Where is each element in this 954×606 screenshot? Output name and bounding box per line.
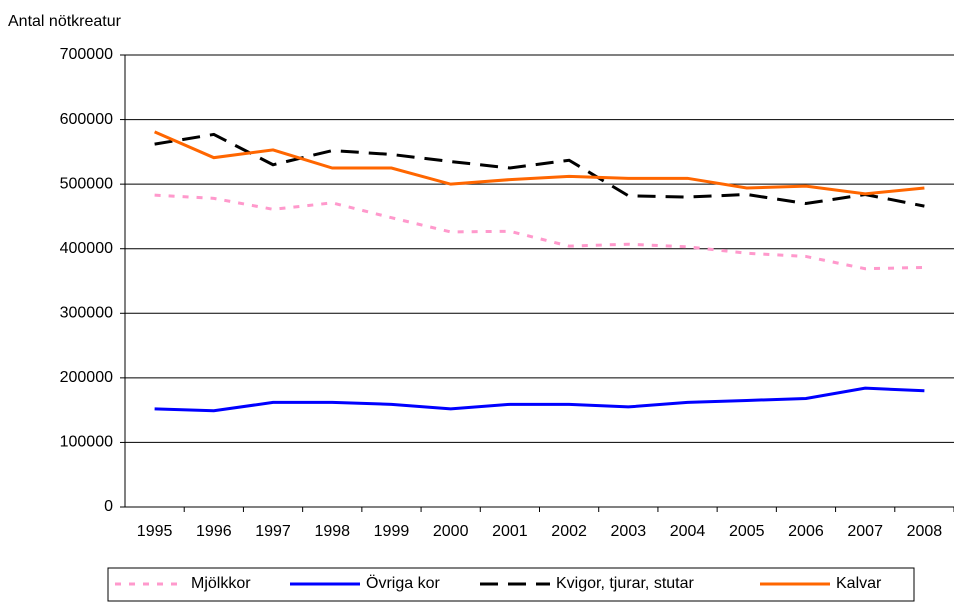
y-tick-label: 500000 <box>60 175 113 192</box>
x-tick-label: 2007 <box>847 523 883 540</box>
legend-label: Kvigor, tjurar, stutar <box>556 575 695 592</box>
y-tick-label: 0 <box>104 498 113 515</box>
x-tick-label: 2000 <box>433 523 469 540</box>
x-tick-label: 2004 <box>670 523 706 540</box>
x-tick-label: 1999 <box>374 523 410 540</box>
legend-label: Övriga kor <box>366 574 440 592</box>
series-line <box>154 193 925 271</box>
x-tick-label: 2003 <box>611 523 647 540</box>
x-tick-label: 2001 <box>492 523 528 540</box>
y-tick-label: 200000 <box>60 369 113 386</box>
x-tick-label: 2006 <box>788 523 824 540</box>
x-tick-label: 1997 <box>255 523 291 540</box>
y-tick-label: 300000 <box>60 305 113 322</box>
series-line <box>154 130 925 196</box>
series-line <box>154 386 925 413</box>
y-axis-label: Antal nötkreatur <box>8 13 122 30</box>
y-tick-label: 400000 <box>60 240 113 257</box>
x-tick-label: 1998 <box>314 523 350 540</box>
x-tick-label: 2008 <box>907 523 943 540</box>
series-line <box>154 132 925 208</box>
legend-label: Kalvar <box>836 575 882 592</box>
x-tick-label: 2002 <box>551 523 587 540</box>
x-tick-label: 1995 <box>137 523 173 540</box>
y-tick-label: 600000 <box>60 111 113 128</box>
x-tick-label: 2005 <box>729 523 765 540</box>
legend-label: Mjölkkor <box>191 575 251 592</box>
x-tick-label: 1996 <box>196 523 232 540</box>
y-tick-label: 100000 <box>60 434 113 451</box>
y-tick-label: 700000 <box>60 46 113 63</box>
